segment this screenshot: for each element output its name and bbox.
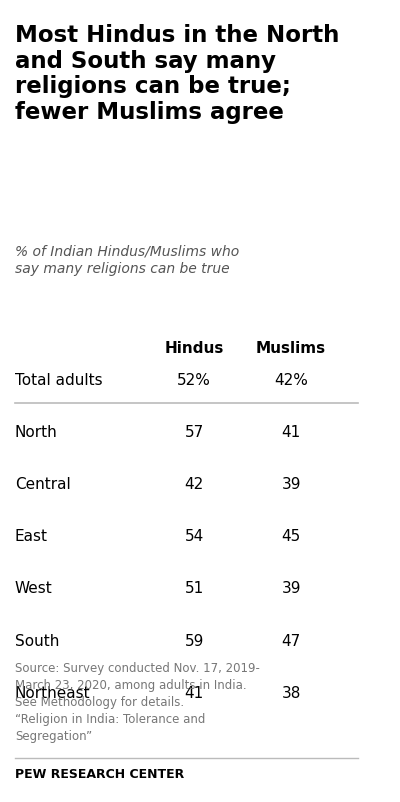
Text: Most Hindus in the North
and South say many
religions can be true;
fewer Muslims: Most Hindus in the North and South say m… [15, 24, 339, 124]
Text: 51: 51 [184, 581, 204, 597]
Text: 39: 39 [281, 581, 301, 597]
Text: 47: 47 [282, 634, 301, 649]
Text: South: South [15, 634, 59, 649]
Text: % of Indian Hindus/Muslims who
say many religions can be true: % of Indian Hindus/Muslims who say many … [15, 245, 239, 276]
Text: 39: 39 [281, 477, 301, 492]
Text: 57: 57 [184, 425, 204, 440]
Text: 54: 54 [184, 529, 204, 545]
Text: East: East [15, 529, 48, 545]
Text: North: North [15, 425, 58, 440]
Text: 45: 45 [282, 529, 301, 545]
Text: Total adults: Total adults [15, 373, 102, 388]
Text: Central: Central [15, 477, 71, 492]
Text: Source: Survey conducted Nov. 17, 2019-
March 23, 2020, among adults in India.
S: Source: Survey conducted Nov. 17, 2019- … [15, 662, 260, 743]
Text: PEW RESEARCH CENTER: PEW RESEARCH CENTER [15, 768, 184, 781]
Text: 41: 41 [184, 686, 204, 701]
Text: 42: 42 [184, 477, 204, 492]
Text: 59: 59 [184, 634, 204, 649]
Text: 42%: 42% [274, 373, 308, 388]
Text: Muslims: Muslims [256, 341, 326, 356]
Text: Hindus: Hindus [164, 341, 224, 356]
Text: Northeast: Northeast [15, 686, 90, 701]
Text: West: West [15, 581, 53, 597]
Text: 52%: 52% [177, 373, 211, 388]
Text: 38: 38 [282, 686, 301, 701]
Text: 41: 41 [282, 425, 301, 440]
